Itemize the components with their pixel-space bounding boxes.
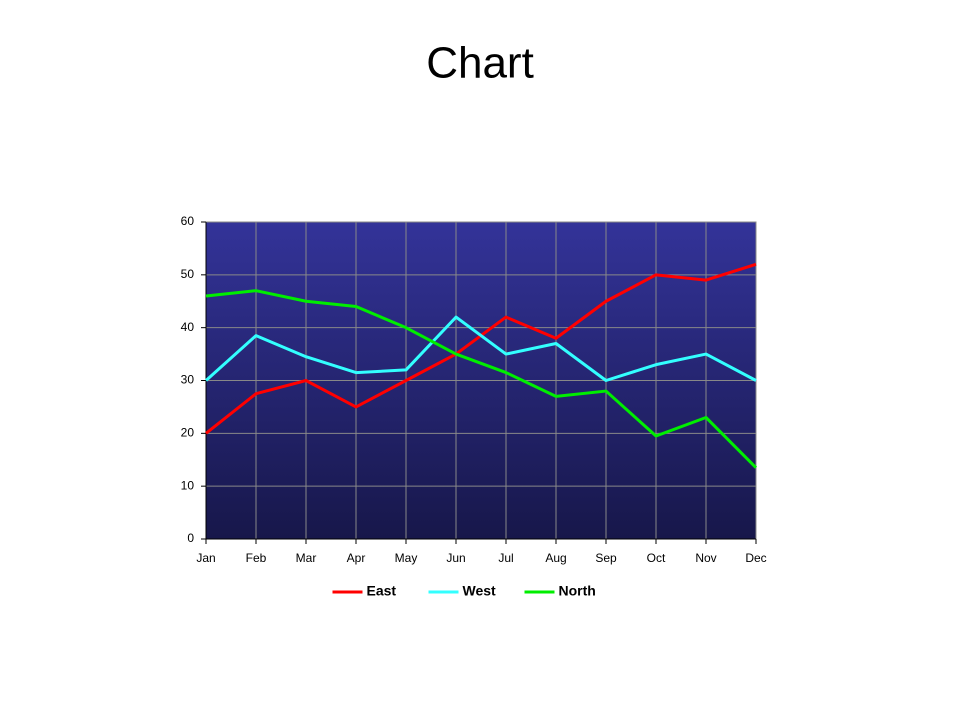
x-tick-label: Dec bbox=[745, 551, 766, 565]
y-tick-label: 60 bbox=[181, 214, 195, 228]
y-tick-label: 0 bbox=[187, 531, 194, 545]
x-tick-label: Mar bbox=[296, 551, 317, 565]
x-tick-label: Oct bbox=[647, 551, 666, 565]
x-tick-label: Apr bbox=[347, 551, 366, 565]
series-line bbox=[204, 315, 757, 382]
x-tick-label: Jun bbox=[446, 551, 465, 565]
y-tick-label: 50 bbox=[181, 267, 195, 281]
legend-label: West bbox=[463, 583, 497, 599]
chart-title: Chart bbox=[426, 39, 534, 88]
x-tick-label: Aug bbox=[545, 551, 566, 565]
x-tick-label: Feb bbox=[246, 551, 267, 565]
legend-label: North bbox=[559, 583, 596, 599]
x-tick-label: Sep bbox=[595, 551, 617, 565]
x-tick-label: Jan bbox=[196, 551, 215, 565]
y-tick-label: 40 bbox=[181, 320, 195, 334]
x-tick-label: Jul bbox=[498, 551, 513, 565]
legend-label: East bbox=[367, 583, 397, 599]
y-tick-label: 20 bbox=[181, 426, 195, 440]
series-line bbox=[205, 289, 758, 469]
y-tick-label: 30 bbox=[181, 373, 195, 387]
x-tick-label: Nov bbox=[695, 551, 716, 565]
y-tick-label: 10 bbox=[181, 478, 195, 492]
x-tick-label: May bbox=[395, 551, 418, 565]
